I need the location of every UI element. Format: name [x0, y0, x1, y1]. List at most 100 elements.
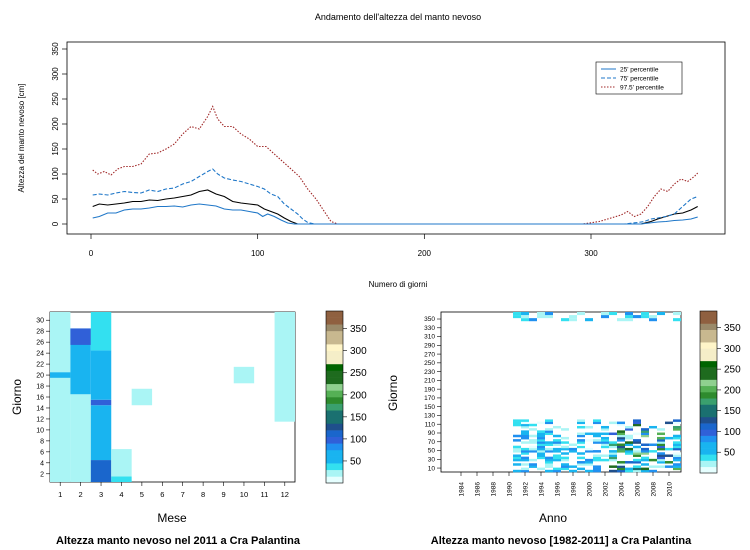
hm2-cell	[673, 434, 681, 438]
hm1-axes: 1 2 3 4 5 6 7 8 9 10 11 122468101214161820222426283…	[36, 318, 289, 499]
hm2-y-tick-label: 210	[424, 378, 435, 385]
hm2-cell	[609, 432, 617, 436]
hm1-x-tick-label: 12	[281, 490, 289, 499]
hm1-y-tick-label: 12	[36, 416, 44, 423]
hm1-y-tick-label: 22	[36, 362, 44, 369]
hm1-cell	[131, 388, 153, 406]
hm1-x-axis-label: Mese	[157, 511, 187, 525]
hm2-cell	[617, 432, 625, 436]
hm2-cell	[537, 443, 545, 446]
hm2-cell	[617, 439, 625, 442]
hm2-cell	[601, 432, 609, 436]
hm1-colorbar-tick-label: 50	[350, 456, 362, 467]
hm2-cell	[625, 447, 633, 451]
hm2-cell	[537, 434, 545, 438]
hm2-cell	[617, 423, 625, 427]
hm2-cell	[633, 441, 641, 444]
hm2-cell	[521, 421, 529, 425]
hm2-cell	[673, 312, 681, 316]
top-series-line	[92, 168, 698, 225]
hm2-cell	[649, 318, 657, 322]
hm2-cell	[529, 318, 537, 322]
hm2-cell	[601, 425, 609, 429]
hm1-colorbar-step	[326, 324, 343, 332]
hm1-colorbar-step	[326, 337, 343, 345]
top-y-tick-label: 50	[51, 194, 60, 203]
top-series-line	[92, 203, 698, 225]
hm2-cell	[537, 315, 545, 319]
hm2-cell	[641, 467, 649, 471]
hm1-colorbar-step	[326, 344, 343, 351]
hm1-colorbar-step	[326, 317, 343, 325]
hm2-y-tick-label: 290	[424, 343, 435, 350]
hm2-cell	[649, 315, 657, 319]
hm2-cell	[513, 463, 521, 466]
hm2-cell	[577, 434, 585, 438]
top-x-axis-label: Numero di giorni	[369, 280, 428, 289]
hm2-colorbar-step	[700, 317, 717, 324]
hm2-cell	[665, 454, 673, 457]
top-series-group	[92, 105, 699, 225]
hm2-cell	[641, 452, 649, 455]
hm2-cell	[673, 436, 681, 440]
hm2-cell	[593, 432, 601, 436]
hm2-colorbar-step	[700, 466, 717, 474]
hm2-cell	[521, 430, 529, 433]
hm1-colorbar-step	[326, 456, 343, 464]
legend-entry: 25' percentile	[620, 67, 659, 74]
hm2-cell	[569, 450, 577, 453]
hm2-cell	[585, 447, 593, 451]
top-x-tick-label: 300	[584, 249, 598, 258]
hm2-colorbar-step	[700, 373, 717, 380]
hm2-cell	[553, 450, 561, 453]
hm2-cell	[545, 419, 553, 422]
hm2-cell	[617, 461, 625, 464]
hm2-cell	[665, 447, 673, 451]
hm2-cell	[537, 454, 545, 457]
hm2-cell	[673, 421, 681, 425]
hm2-cell	[657, 465, 665, 468]
hm2-cell	[585, 432, 593, 436]
hm2-cell	[657, 461, 665, 464]
hm2-colorbar-step	[700, 441, 717, 449]
hm1-y-tick-label: 6	[40, 449, 44, 456]
legend-entry: 97.5' percentile	[620, 85, 664, 92]
hm2-cell	[529, 428, 537, 431]
hm2-cell	[577, 445, 585, 449]
hm2-cell	[513, 458, 521, 462]
hm2-y-tick-label: 90	[428, 430, 436, 437]
hm2-cell	[521, 450, 529, 453]
hm2-cell	[649, 469, 657, 473]
hm2-cell	[545, 461, 553, 464]
hm1-x-tick-label: 1	[58, 490, 62, 499]
hm2-cell	[593, 419, 601, 422]
hm2-cell	[545, 428, 553, 431]
hm2-y-tick-label: 130	[424, 413, 435, 420]
hm1-cells	[50, 312, 295, 482]
hm2-colorbar-step	[700, 360, 717, 368]
hm2-y-tick-label: 10	[428, 465, 436, 472]
hm2-x-tick-label: 1996	[555, 482, 562, 497]
top-y-tick-label: 0	[51, 221, 60, 226]
hm2-colorbar-step	[700, 348, 717, 355]
hm2-cell	[657, 436, 665, 440]
hm2-colorbar-step	[700, 429, 717, 436]
hm1-cell	[90, 312, 112, 351]
hm2-cell	[641, 430, 649, 433]
hm2-cell	[649, 458, 657, 462]
hm2-cell	[609, 443, 617, 446]
hm2-cell	[577, 421, 585, 425]
hm2-cell	[641, 469, 649, 473]
hm2-x-tick-label: 1990	[507, 482, 514, 497]
hm2-colorbar-step	[700, 454, 717, 461]
hm2-cell	[601, 454, 609, 457]
hm2-cell	[609, 441, 617, 444]
hm2-cell	[665, 465, 673, 468]
hm2-cell	[537, 312, 545, 316]
hm2-cell	[545, 315, 553, 319]
hm2-cell	[657, 445, 665, 449]
hm2-cell	[633, 315, 641, 319]
hm2-x-tick-label: 2006	[635, 482, 642, 497]
hm1-colorbar-step	[326, 410, 343, 418]
